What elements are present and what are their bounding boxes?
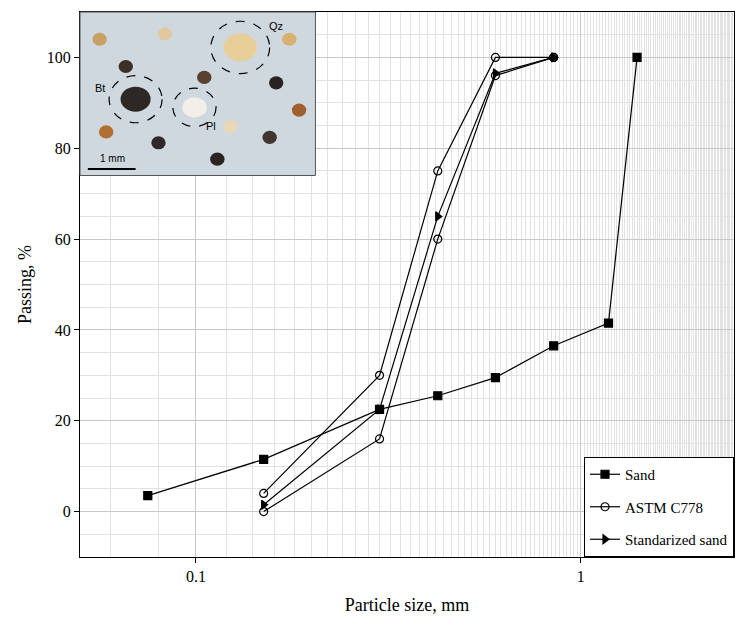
svg-text:1: 1 — [577, 568, 585, 585]
svg-text:80: 80 — [55, 140, 71, 157]
svg-text:Passing, %: Passing, % — [15, 245, 35, 324]
svg-text:0.1: 0.1 — [186, 568, 206, 585]
svg-text:Bt: Bt — [95, 82, 105, 94]
svg-text:60: 60 — [55, 231, 71, 248]
svg-text:100: 100 — [47, 49, 71, 66]
svg-text:Qz: Qz — [269, 20, 283, 32]
svg-text:20: 20 — [55, 412, 71, 429]
svg-text:40: 40 — [55, 322, 71, 339]
svg-text:ASTM C778: ASTM C778 — [625, 500, 703, 516]
svg-text:Standarized sand: Standarized sand — [625, 532, 728, 548]
svg-text:0: 0 — [63, 503, 71, 520]
svg-text:Particle size, mm: Particle size, mm — [345, 595, 469, 615]
svg-text:Sand: Sand — [625, 467, 656, 483]
svg-text:1 mm: 1 mm — [100, 153, 125, 164]
svg-text:Pl: Pl — [206, 120, 216, 132]
